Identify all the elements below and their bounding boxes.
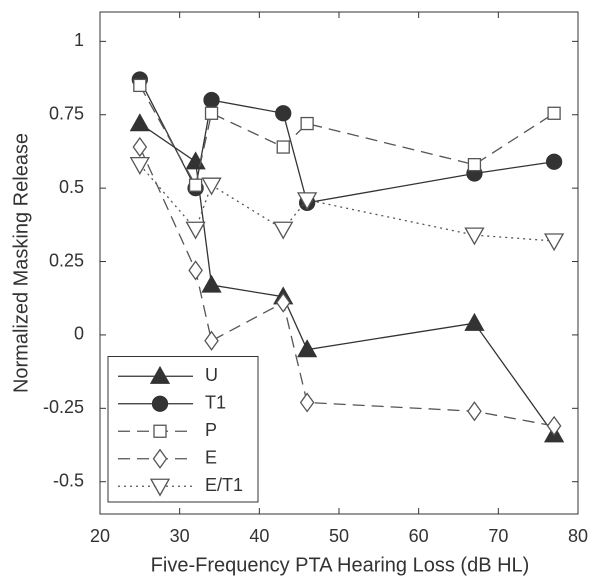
marker (133, 78, 147, 93)
marker (129, 157, 150, 175)
marker (149, 478, 171, 497)
marker (545, 153, 563, 170)
marker (275, 292, 291, 313)
marker (543, 233, 565, 252)
marker (204, 106, 219, 120)
marker (185, 221, 206, 240)
marker (152, 448, 168, 469)
x-axis-label: Five-Frequency PTA Hearing Loss (dB HL) (151, 554, 530, 576)
marker (275, 105, 292, 122)
x-tick-label: 20 (90, 526, 110, 546)
marker (464, 312, 485, 331)
y-tick-label: 0.25 (49, 250, 84, 270)
x-tick-label: 60 (409, 526, 429, 546)
y-tick-label: 0.5 (59, 177, 84, 197)
series-line (139, 164, 555, 242)
legend-label: T1 (205, 393, 226, 413)
marker (188, 260, 203, 281)
marker (464, 227, 485, 246)
marker (149, 365, 171, 384)
legend-label: U (205, 365, 218, 385)
y-tick-label: 0 (74, 324, 84, 344)
marker (273, 221, 294, 240)
marker (547, 106, 561, 120)
legend-box (107, 356, 259, 503)
marker (299, 392, 315, 413)
y-tick-label: -0.25 (43, 397, 84, 417)
marker (151, 395, 169, 412)
marker (132, 136, 148, 158)
marker (546, 415, 562, 437)
marker (276, 140, 290, 154)
marker (188, 178, 203, 192)
legend-label: E/T1 (205, 475, 243, 495)
legend-label: P (205, 420, 217, 440)
marker (203, 91, 220, 109)
marker (467, 401, 482, 422)
marker (300, 116, 314, 131)
marker (153, 424, 167, 438)
marker (201, 274, 222, 293)
x-tick-label: 80 (568, 526, 588, 546)
marker (467, 158, 482, 172)
x-tick-label: 50 (329, 526, 349, 546)
x-tick-label: 70 (488, 526, 508, 546)
marker (297, 192, 318, 211)
y-axis-label: Normalized Masking Release (10, 133, 32, 393)
marker (201, 177, 222, 196)
y-tick-label: -0.5 (53, 470, 84, 490)
legend-label: E (205, 448, 217, 468)
marker (297, 339, 318, 358)
x-tick-label: 40 (249, 526, 269, 546)
y-tick-label: 0.75 (49, 103, 84, 123)
marker (129, 113, 150, 132)
marker (204, 330, 219, 351)
y-tick-label: 1 (74, 30, 84, 50)
x-tick-label: 30 (170, 526, 190, 546)
